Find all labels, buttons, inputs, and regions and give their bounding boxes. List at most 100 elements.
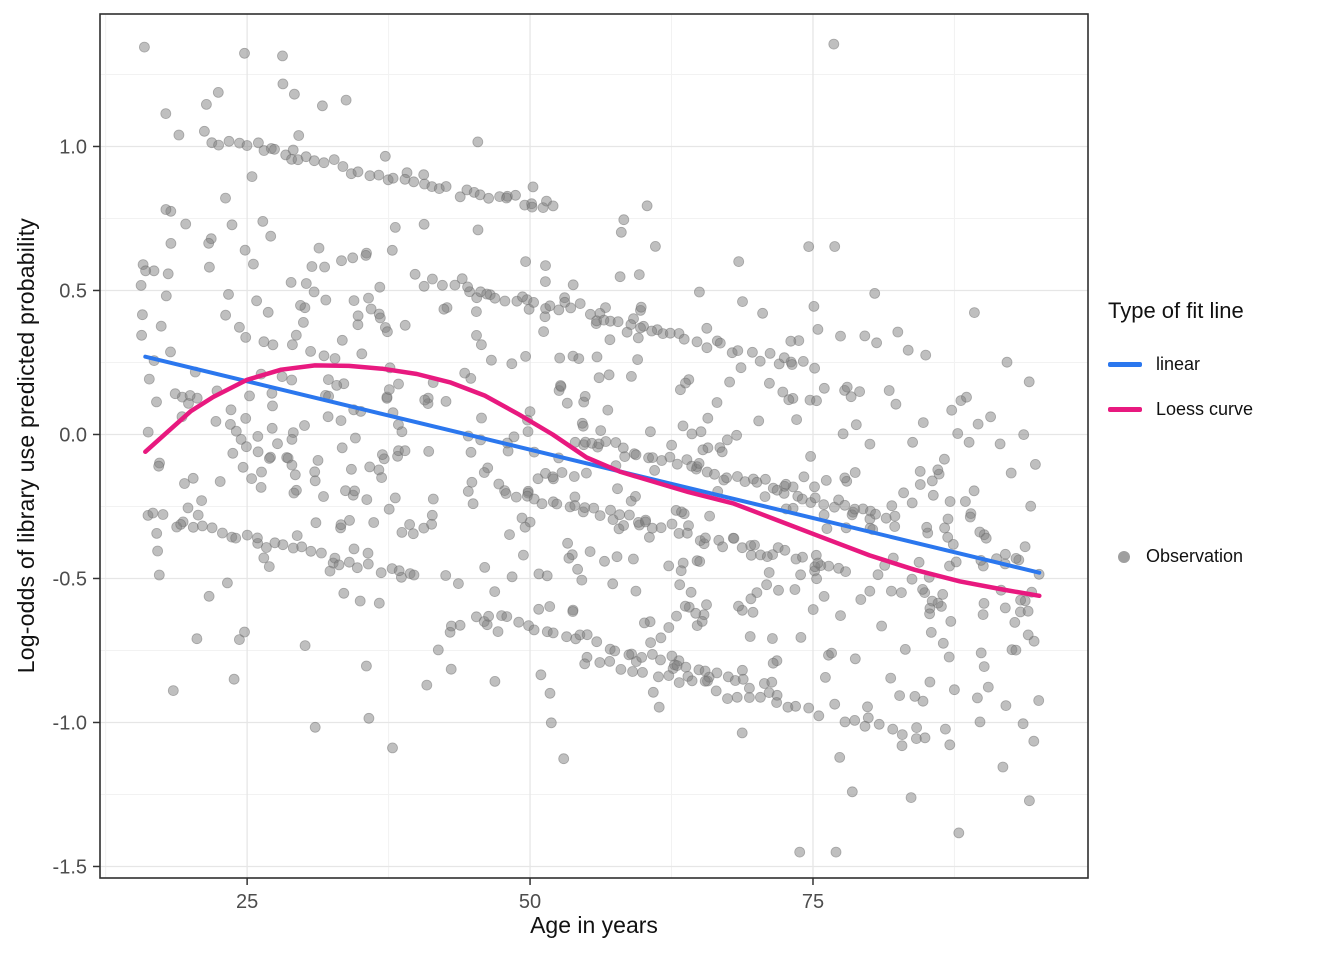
observation-point — [408, 569, 420, 581]
observation-point — [950, 556, 962, 568]
observation-point — [625, 319, 637, 330]
observation-point — [807, 604, 819, 615]
observation-point — [1000, 548, 1011, 560]
observation-point — [573, 353, 585, 365]
observation-point — [605, 504, 616, 516]
observation-point — [617, 442, 629, 454]
observation-point — [256, 466, 267, 478]
observation-point — [500, 488, 512, 499]
observation-point — [335, 519, 347, 531]
observation-point — [594, 657, 606, 668]
observation-point — [459, 367, 471, 379]
observation-point — [615, 664, 627, 675]
observation-point — [645, 637, 656, 648]
observation-point — [418, 280, 430, 292]
observation-point — [513, 616, 525, 628]
observation-point — [160, 204, 172, 215]
observation-point — [1022, 605, 1034, 617]
observation-point — [710, 685, 722, 697]
observation-point — [368, 517, 380, 528]
observation-point — [795, 569, 806, 581]
observation-point — [584, 546, 596, 557]
observation-point — [225, 404, 237, 416]
observation-point — [626, 370, 637, 382]
observation-point — [972, 692, 983, 704]
observation-point — [872, 569, 884, 581]
observation-point — [902, 344, 914, 356]
observation-point — [135, 279, 147, 291]
observation-point — [649, 464, 660, 476]
observation-point — [830, 846, 842, 858]
observation-point — [635, 322, 646, 334]
observation-point — [381, 326, 393, 338]
observation-point — [655, 522, 667, 534]
observation-point — [924, 608, 935, 620]
observation-point — [456, 273, 468, 285]
linear-line-swatch — [1108, 362, 1142, 367]
observation-point — [849, 467, 861, 478]
observation-point — [244, 390, 255, 402]
observation-point — [736, 542, 748, 554]
observation-point — [946, 404, 958, 416]
observation-point — [203, 590, 215, 602]
observation-point — [999, 602, 1011, 614]
observation-point — [331, 379, 343, 391]
observation-point — [602, 404, 614, 416]
observation-point — [839, 472, 851, 484]
observation-point — [759, 491, 771, 503]
observation-point — [252, 137, 264, 149]
observation-point — [192, 509, 204, 521]
legend-label-loess: Loess curve — [1156, 399, 1254, 419]
observation-point — [452, 578, 464, 589]
observation-point — [198, 125, 210, 137]
observation-point — [849, 653, 861, 665]
observation-point — [834, 752, 846, 763]
observation-point — [763, 567, 775, 578]
observation-point — [221, 577, 233, 589]
observation-point — [336, 255, 347, 267]
observation-point — [153, 569, 165, 581]
observation-point — [640, 516, 651, 528]
observation-point — [798, 471, 810, 483]
observation-point — [614, 271, 626, 283]
observation-point — [376, 472, 388, 484]
observation-point — [258, 145, 270, 156]
observation-point — [835, 330, 846, 342]
observation-point — [974, 716, 986, 728]
observation-point — [666, 650, 678, 662]
observation-point — [871, 337, 882, 349]
fit-lines — [143, 354, 1042, 599]
observation-point — [470, 306, 482, 318]
observation-point — [237, 461, 249, 473]
observation-point — [348, 295, 360, 307]
observation-point — [736, 727, 748, 739]
observation-point — [313, 242, 325, 254]
observation-point — [387, 742, 398, 754]
observation-point — [165, 237, 177, 249]
observation-point — [680, 661, 692, 673]
observation-point — [937, 637, 949, 649]
observation-point — [558, 753, 570, 765]
observation-point — [676, 506, 687, 518]
loess-line-swatch — [1108, 407, 1142, 412]
observation-point — [262, 306, 274, 318]
observation-point — [771, 484, 783, 496]
observation-point — [553, 304, 565, 316]
observation-point — [1028, 735, 1040, 747]
observation-point — [828, 38, 840, 50]
observation-point — [282, 452, 294, 464]
observation-point — [809, 362, 820, 374]
observation-point — [594, 510, 606, 521]
observation-point — [289, 469, 301, 481]
observation-point — [977, 609, 989, 620]
observation-point — [733, 600, 744, 612]
observation-point — [674, 579, 686, 591]
observation-point — [818, 382, 830, 394]
observation-point — [462, 281, 474, 293]
observation-point — [618, 520, 629, 531]
observation-point — [797, 355, 809, 367]
observation-point — [789, 584, 801, 595]
observation-point — [574, 298, 586, 310]
observation-point — [821, 523, 833, 534]
observation-point — [854, 386, 865, 398]
